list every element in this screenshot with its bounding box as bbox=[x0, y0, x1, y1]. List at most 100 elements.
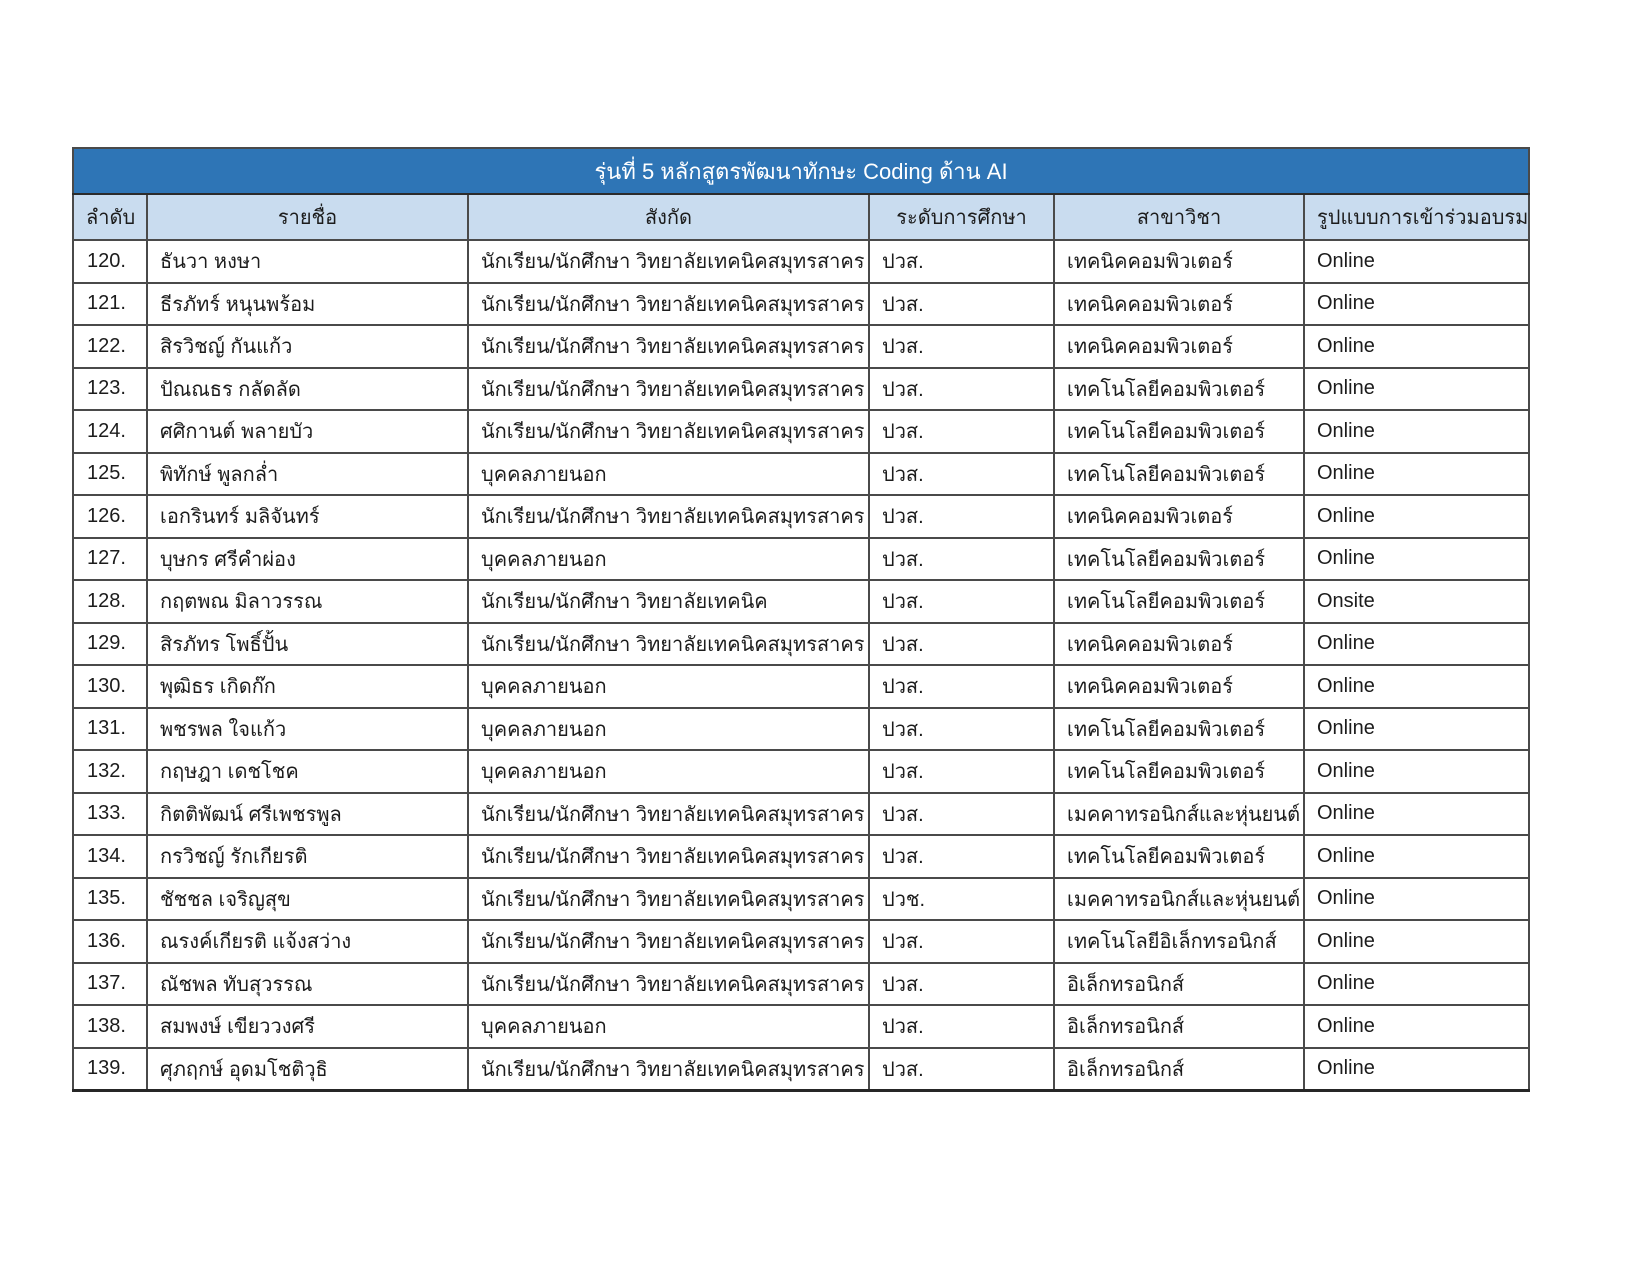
table-row: 127. บุษกร ศรีคำผ่อง บุคคลภายนอก ปวส. เท… bbox=[72, 536, 1531, 581]
cell-no: 137. bbox=[72, 961, 148, 1006]
cell-name: พิทักษ์ พูลกล่ำ bbox=[146, 451, 469, 496]
cell-name: ณัชพล ทับสุวรรณ bbox=[146, 961, 469, 1006]
cell-attendance-mode: Online bbox=[1302, 451, 1531, 496]
cell-major: เทคนิคคอมพิวเตอร์ bbox=[1053, 281, 1305, 326]
cell-no: 131. bbox=[72, 706, 148, 751]
cell-attendance-mode: Online bbox=[1302, 281, 1531, 326]
cell-major: อิเล็กทรอนิกส์ bbox=[1053, 961, 1305, 1006]
cell-name: สิรภัทร โพธิ์ปั้น bbox=[146, 621, 469, 666]
cell-affiliation: บุคคลภายนอก bbox=[467, 749, 870, 794]
cell-education-level: ปวส. bbox=[868, 919, 1055, 964]
cell-no: 134. bbox=[72, 834, 148, 879]
table-row: 120. ธันวา หงษา นักเรียน/นักศึกษา วิทยาล… bbox=[72, 239, 1531, 284]
cell-affiliation: นักเรียน/นักศึกษา วิทยาลัยเทคนิคสมุทรสาค… bbox=[467, 1046, 870, 1091]
cell-affiliation: นักเรียน/นักศึกษา วิทยาลัยเทคนิคสมุทรสาค… bbox=[467, 834, 870, 879]
cell-attendance-mode: Online bbox=[1302, 961, 1531, 1006]
cell-attendance-mode: Online bbox=[1302, 494, 1531, 539]
cell-name: ธันวา หงษา bbox=[146, 239, 469, 284]
cell-affiliation: บุคคลภายนอก bbox=[467, 706, 870, 751]
cell-major: เทคโนโลยีคอมพิวเตอร์ bbox=[1053, 451, 1305, 496]
cell-name: ชัชชล เจริญสุข bbox=[146, 876, 469, 921]
cell-education-level: ปวส. bbox=[868, 791, 1055, 836]
table-row: 122. สิรวิชญ์ กันแก้ว นักเรียน/นักศึกษา … bbox=[72, 324, 1531, 369]
cell-major: เทคโนโลยีคอมพิวเตอร์ bbox=[1053, 579, 1305, 624]
cell-name: ธีรภัทร์ หนุนพร้อม bbox=[146, 281, 469, 326]
header-attendance-mode: รูปแบบการเข้าร่วมอบรม bbox=[1302, 193, 1531, 241]
cell-name: พุฒิธร เกิดก๊ก bbox=[146, 664, 469, 709]
cell-major: เทคโนโลยีคอมพิวเตอร์ bbox=[1053, 366, 1305, 411]
cell-no: 124. bbox=[72, 409, 148, 454]
cell-attendance-mode: Online bbox=[1302, 749, 1531, 794]
cell-major: เมคคาทรอนิกส์และหุ่นยนต์ bbox=[1053, 791, 1305, 836]
header-name: รายชื่อ bbox=[146, 193, 469, 241]
cell-education-level: ปวช. bbox=[868, 876, 1055, 921]
cell-attendance-mode: Online bbox=[1302, 706, 1531, 751]
cell-education-level: ปวส. bbox=[868, 324, 1055, 369]
cell-attendance-mode: Online bbox=[1302, 834, 1531, 879]
cell-no: 136. bbox=[72, 919, 148, 964]
table-row: 126. เอกรินทร์ มลิจันทร์ นักเรียน/นักศึก… bbox=[72, 494, 1531, 539]
cell-no: 129. bbox=[72, 621, 148, 666]
cell-no: 139. bbox=[72, 1046, 148, 1091]
cell-affiliation: นักเรียน/นักศึกษา วิทยาลัยเทคนิคสมุทรสาค… bbox=[467, 324, 870, 369]
cell-major: เมคคาทรอนิกส์และหุ่นยนต์ bbox=[1053, 876, 1305, 921]
cell-no: 125. bbox=[72, 451, 148, 496]
cell-affiliation: บุคคลภายนอก bbox=[467, 1004, 870, 1049]
cell-attendance-mode: Online bbox=[1302, 791, 1531, 836]
table-row: 139. ศุภฤกษ์ อุดมโชติวุธิ นักเรียน/นักศึ… bbox=[72, 1046, 1531, 1091]
cell-attendance-mode: Online bbox=[1302, 409, 1531, 454]
cell-name: พชรพล ใจแก้ว bbox=[146, 706, 469, 751]
table-row: 121. ธีรภัทร์ หนุนพร้อม นักเรียน/นักศึกษ… bbox=[72, 281, 1531, 326]
cell-no: 133. bbox=[72, 791, 148, 836]
cell-education-level: ปวส. bbox=[868, 239, 1055, 284]
cell-attendance-mode: Onsite bbox=[1302, 579, 1531, 624]
table-row: 133. กิตติพัฒน์ ศรีเพชรพูล นักเรียน/นักศ… bbox=[72, 791, 1531, 836]
cell-major: เทคโนโลยีคอมพิวเตอร์ bbox=[1053, 706, 1305, 751]
cell-affiliation: นักเรียน/นักศึกษา วิทยาลัยเทคนิคสมุทรสาค… bbox=[467, 281, 870, 326]
cell-affiliation: บุคคลภายนอก bbox=[467, 664, 870, 709]
cell-major: เทคโนโลยีอิเล็กทรอนิกส์ bbox=[1053, 919, 1305, 964]
cell-major: เทคนิคคอมพิวเตอร์ bbox=[1053, 664, 1305, 709]
cell-education-level: ปวส. bbox=[868, 706, 1055, 751]
cell-no: 121. bbox=[72, 281, 148, 326]
table-header-row: ลำดับ รายชื่อ สังกัด ระดับการศึกษา สาขาว… bbox=[72, 193, 1531, 241]
cell-affiliation: นักเรียน/นักศึกษา วิทยาลัยเทคนิค bbox=[467, 579, 870, 624]
cell-education-level: ปวส. bbox=[868, 366, 1055, 411]
cell-education-level: ปวส. bbox=[868, 834, 1055, 879]
table-row: 135. ชัชชล เจริญสุข นักเรียน/นักศึกษา วิ… bbox=[72, 876, 1531, 921]
cell-name: บุษกร ศรีคำผ่อง bbox=[146, 536, 469, 581]
cell-education-level: ปวส. bbox=[868, 579, 1055, 624]
cell-no: 130. bbox=[72, 664, 148, 709]
cell-attendance-mode: Online bbox=[1302, 1046, 1531, 1091]
cell-no: 135. bbox=[72, 876, 148, 921]
cell-attendance-mode: Online bbox=[1302, 536, 1531, 581]
cell-education-level: ปวส. bbox=[868, 281, 1055, 326]
cell-name: ณรงค์เกียรติ แจ้งสว่าง bbox=[146, 919, 469, 964]
cell-name: ปัณณธร กลัดลัด bbox=[146, 366, 469, 411]
cell-education-level: ปวส. bbox=[868, 409, 1055, 454]
cell-major: เทคนิคคอมพิวเตอร์ bbox=[1053, 239, 1305, 284]
table-row: 136. ณรงค์เกียรติ แจ้งสว่าง นักเรียน/นัก… bbox=[72, 919, 1531, 964]
cell-major: เทคโนโลยีคอมพิวเตอร์ bbox=[1053, 409, 1305, 454]
cell-no: 122. bbox=[72, 324, 148, 369]
table-body: 120. ธันวา หงษา นักเรียน/นักศึกษา วิทยาล… bbox=[72, 239, 1531, 1091]
cell-affiliation: นักเรียน/นักศึกษา วิทยาลัยเทคนิคสมุทรสาค… bbox=[467, 239, 870, 284]
cell-education-level: ปวส. bbox=[868, 664, 1055, 709]
table-row: 129. สิรภัทร โพธิ์ปั้น นักเรียน/นักศึกษา… bbox=[72, 621, 1531, 666]
table-row: 128. กฤตพณ มิลาวรรณ นักเรียน/นักศึกษา วิ… bbox=[72, 579, 1531, 624]
cell-affiliation: นักเรียน/นักศึกษา วิทยาลัยเทคนิคสมุทรสาค… bbox=[467, 494, 870, 539]
cell-education-level: ปวส. bbox=[868, 961, 1055, 1006]
cell-major: อิเล็กทรอนิกส์ bbox=[1053, 1046, 1305, 1091]
cell-education-level: ปวส. bbox=[868, 494, 1055, 539]
cell-education-level: ปวส. bbox=[868, 621, 1055, 666]
cell-major: เทคโนโลยีคอมพิวเตอร์ bbox=[1053, 536, 1305, 581]
table-title-row: รุ่นที่ 5 หลักสูตรพัฒนาทักษะ Coding ด้าน… bbox=[71, 147, 1531, 195]
table-row: 131. พชรพล ใจแก้ว บุคคลภายนอก ปวส. เทคโน… bbox=[72, 706, 1531, 751]
table-row: 123. ปัณณธร กลัดลัด นักเรียน/นักศึกษา วิ… bbox=[72, 366, 1531, 411]
cell-affiliation: บุคคลภายนอก bbox=[467, 451, 870, 496]
header-affiliation: สังกัด bbox=[467, 193, 870, 241]
table-row: 134. กรวิชญ์ รักเกียรติ นักเรียน/นักศึกษ… bbox=[72, 834, 1531, 879]
cell-attendance-mode: Online bbox=[1302, 876, 1531, 921]
participants-table: รุ่นที่ 5 หลักสูตรพัฒนาทักษะ Coding ด้าน… bbox=[71, 147, 1531, 1092]
